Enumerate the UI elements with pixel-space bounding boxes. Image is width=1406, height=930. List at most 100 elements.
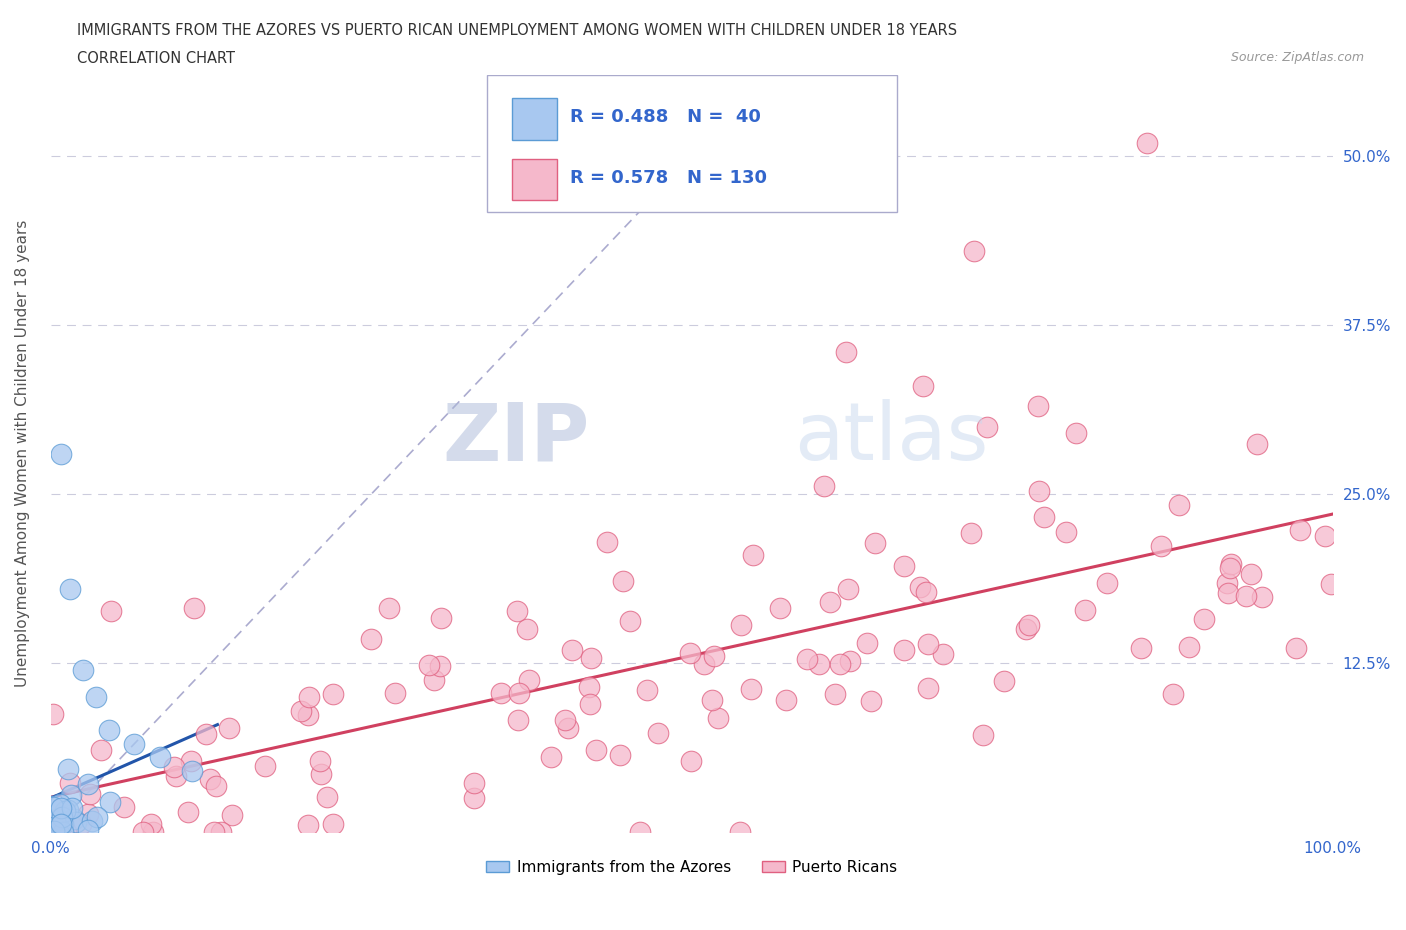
Point [596, 535, 619, 550]
Point [163, 760, 186, 775]
Point [578, 680, 600, 695]
Point [56, 762, 79, 777]
Point [429, 658, 451, 673]
Point [42, 707, 65, 722]
Point [51, 809, 73, 824]
Point [1026, 399, 1049, 414]
Bar [512, 159, 557, 200]
Point [86, 809, 108, 824]
Point [41, 817, 63, 832]
Point [818, 595, 841, 610]
Point [418, 658, 440, 673]
Point [48, 815, 70, 830]
Point [141, 817, 163, 831]
Point [254, 758, 277, 773]
Point [741, 548, 763, 563]
Point [824, 686, 846, 701]
Point [72, 662, 94, 677]
Point [1168, 498, 1191, 512]
Point [49, 801, 72, 816]
Text: atlas: atlas [794, 400, 988, 477]
Point [142, 824, 165, 839]
Point [1313, 529, 1336, 544]
Point [917, 636, 939, 651]
Point [122, 737, 145, 751]
Point [1178, 640, 1201, 655]
Point [838, 654, 860, 669]
Point [384, 686, 406, 701]
Point [636, 683, 658, 698]
Point [915, 584, 938, 599]
Text: Source: ZipAtlas.com: Source: ZipAtlas.com [1230, 51, 1364, 64]
Point [463, 790, 485, 805]
Point [931, 646, 953, 661]
Point [42, 799, 65, 814]
Point [834, 345, 856, 360]
Point [51, 807, 73, 822]
Point [893, 559, 915, 574]
Point [44, 823, 66, 838]
Point [730, 618, 752, 632]
Point [579, 650, 602, 665]
Point [976, 419, 998, 434]
Point [740, 682, 762, 697]
Point [1129, 641, 1152, 656]
Legend: Immigrants from the Azores, Puerto Ricans: Immigrants from the Azores, Puerto Rican… [481, 854, 904, 881]
Point [209, 824, 232, 839]
Point [707, 711, 730, 725]
Point [1289, 522, 1312, 537]
Point [609, 748, 631, 763]
Point [579, 697, 602, 711]
Point [309, 766, 332, 781]
Point [65, 815, 87, 830]
Point [80, 813, 103, 828]
Point [693, 657, 716, 671]
Point [98, 794, 121, 809]
Point [1320, 577, 1343, 591]
Point [49, 446, 72, 461]
Point [679, 646, 702, 661]
Point [84, 689, 107, 704]
Point [177, 805, 200, 820]
Point [49, 797, 72, 812]
Point [41, 799, 63, 814]
Point [963, 244, 986, 259]
Point [60, 800, 83, 815]
Point [517, 673, 540, 688]
Point [1066, 426, 1088, 441]
Point [910, 579, 932, 594]
Text: CORRELATION CHART: CORRELATION CHART [77, 51, 235, 66]
Point [856, 635, 879, 650]
Point [837, 581, 859, 596]
Point [1074, 602, 1097, 617]
Point [132, 824, 155, 839]
Point [97, 723, 120, 737]
Point [1054, 525, 1077, 539]
Point [322, 817, 344, 831]
Point [309, 753, 332, 768]
Point [46, 812, 69, 827]
Point [813, 478, 835, 493]
Point [463, 775, 485, 790]
Point [180, 764, 202, 778]
Point [90, 742, 112, 757]
Point [165, 768, 187, 783]
Point [769, 601, 792, 616]
Point [76, 822, 98, 837]
Point [298, 690, 321, 705]
Point [112, 800, 135, 815]
Point [681, 753, 703, 768]
Point [505, 604, 527, 618]
Point [796, 651, 818, 666]
Point [70, 817, 93, 831]
Point [45, 812, 67, 827]
Point [863, 536, 886, 551]
Point [360, 631, 382, 646]
Point [489, 685, 512, 700]
Point [322, 686, 344, 701]
Point [53, 804, 76, 818]
Point [1234, 589, 1257, 604]
Point [807, 657, 830, 671]
Point [59, 581, 82, 596]
Point [1149, 538, 1171, 553]
